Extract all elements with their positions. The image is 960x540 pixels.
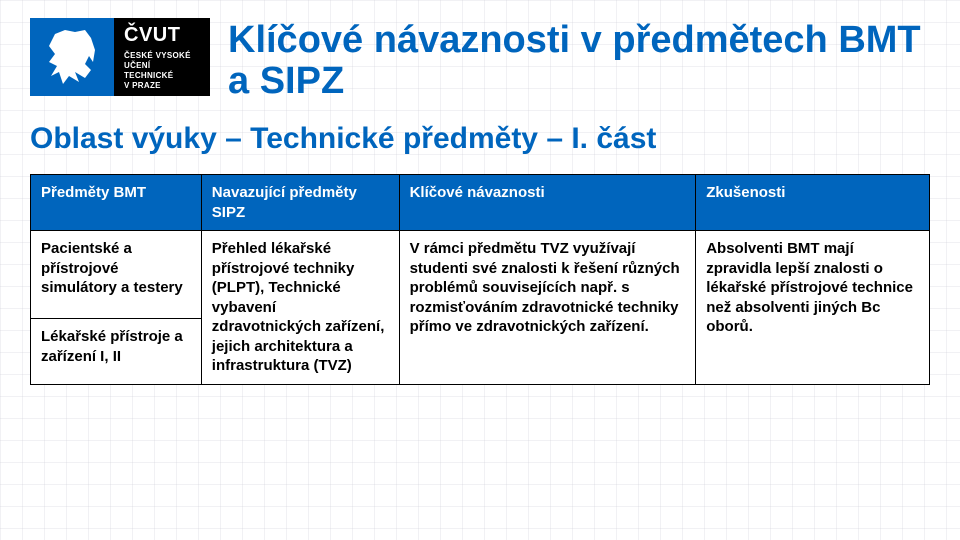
cvut-lion-badge <box>30 18 114 96</box>
table-header-row: Předměty BMT Navazující předměty SIPZ Kl… <box>31 175 930 231</box>
slide-subtitle: Oblast výuky – Technické předměty – I. č… <box>0 112 960 174</box>
logo-subtitle: ČESKÉ VYSOKÉ UČENÍ TECHNICKÉ V PRAZE <box>124 51 202 91</box>
table-container: Předměty BMT Navazující předměty SIPZ Kl… <box>0 174 960 385</box>
col-header: Klíčové návaznosti <box>399 175 696 231</box>
cell-sipz-subjects: Přehled lékařské přístrojové techniky (P… <box>201 231 399 385</box>
col-header: Zkušenosti <box>696 175 930 231</box>
content-table: Předměty BMT Navazující předměty SIPZ Kl… <box>30 174 930 385</box>
cell-bmt-subjects-2: Lékařské přístroje a zařízení I, II <box>31 319 202 384</box>
lion-icon <box>45 28 99 86</box>
slide-title: Klíčové návaznosti v předmětech BMT a SI… <box>228 18 930 102</box>
cell-experience: Absolventi BMT mají zpravidla lepší znal… <box>696 231 930 385</box>
cvut-logo-text: ČVUT ČESKÉ VYSOKÉ UČENÍ TECHNICKÉ V PRAZ… <box>114 18 210 96</box>
cell-key-links: V rámci předmětu TVZ využívají studenti … <box>399 231 696 385</box>
slide-header: ČVUT ČESKÉ VYSOKÉ UČENÍ TECHNICKÉ V PRAZ… <box>0 0 960 112</box>
col-header: Navazující předměty SIPZ <box>201 175 399 231</box>
cvut-logo: ČVUT ČESKÉ VYSOKÉ UČENÍ TECHNICKÉ V PRAZ… <box>30 18 210 96</box>
cell-bmt-subjects-1: Pacientské a přístrojové simulátory a te… <box>31 231 202 319</box>
table-row: Pacientské a přístrojové simulátory a te… <box>31 231 930 319</box>
col-header: Předměty BMT <box>31 175 202 231</box>
logo-brand: ČVUT <box>124 24 202 47</box>
